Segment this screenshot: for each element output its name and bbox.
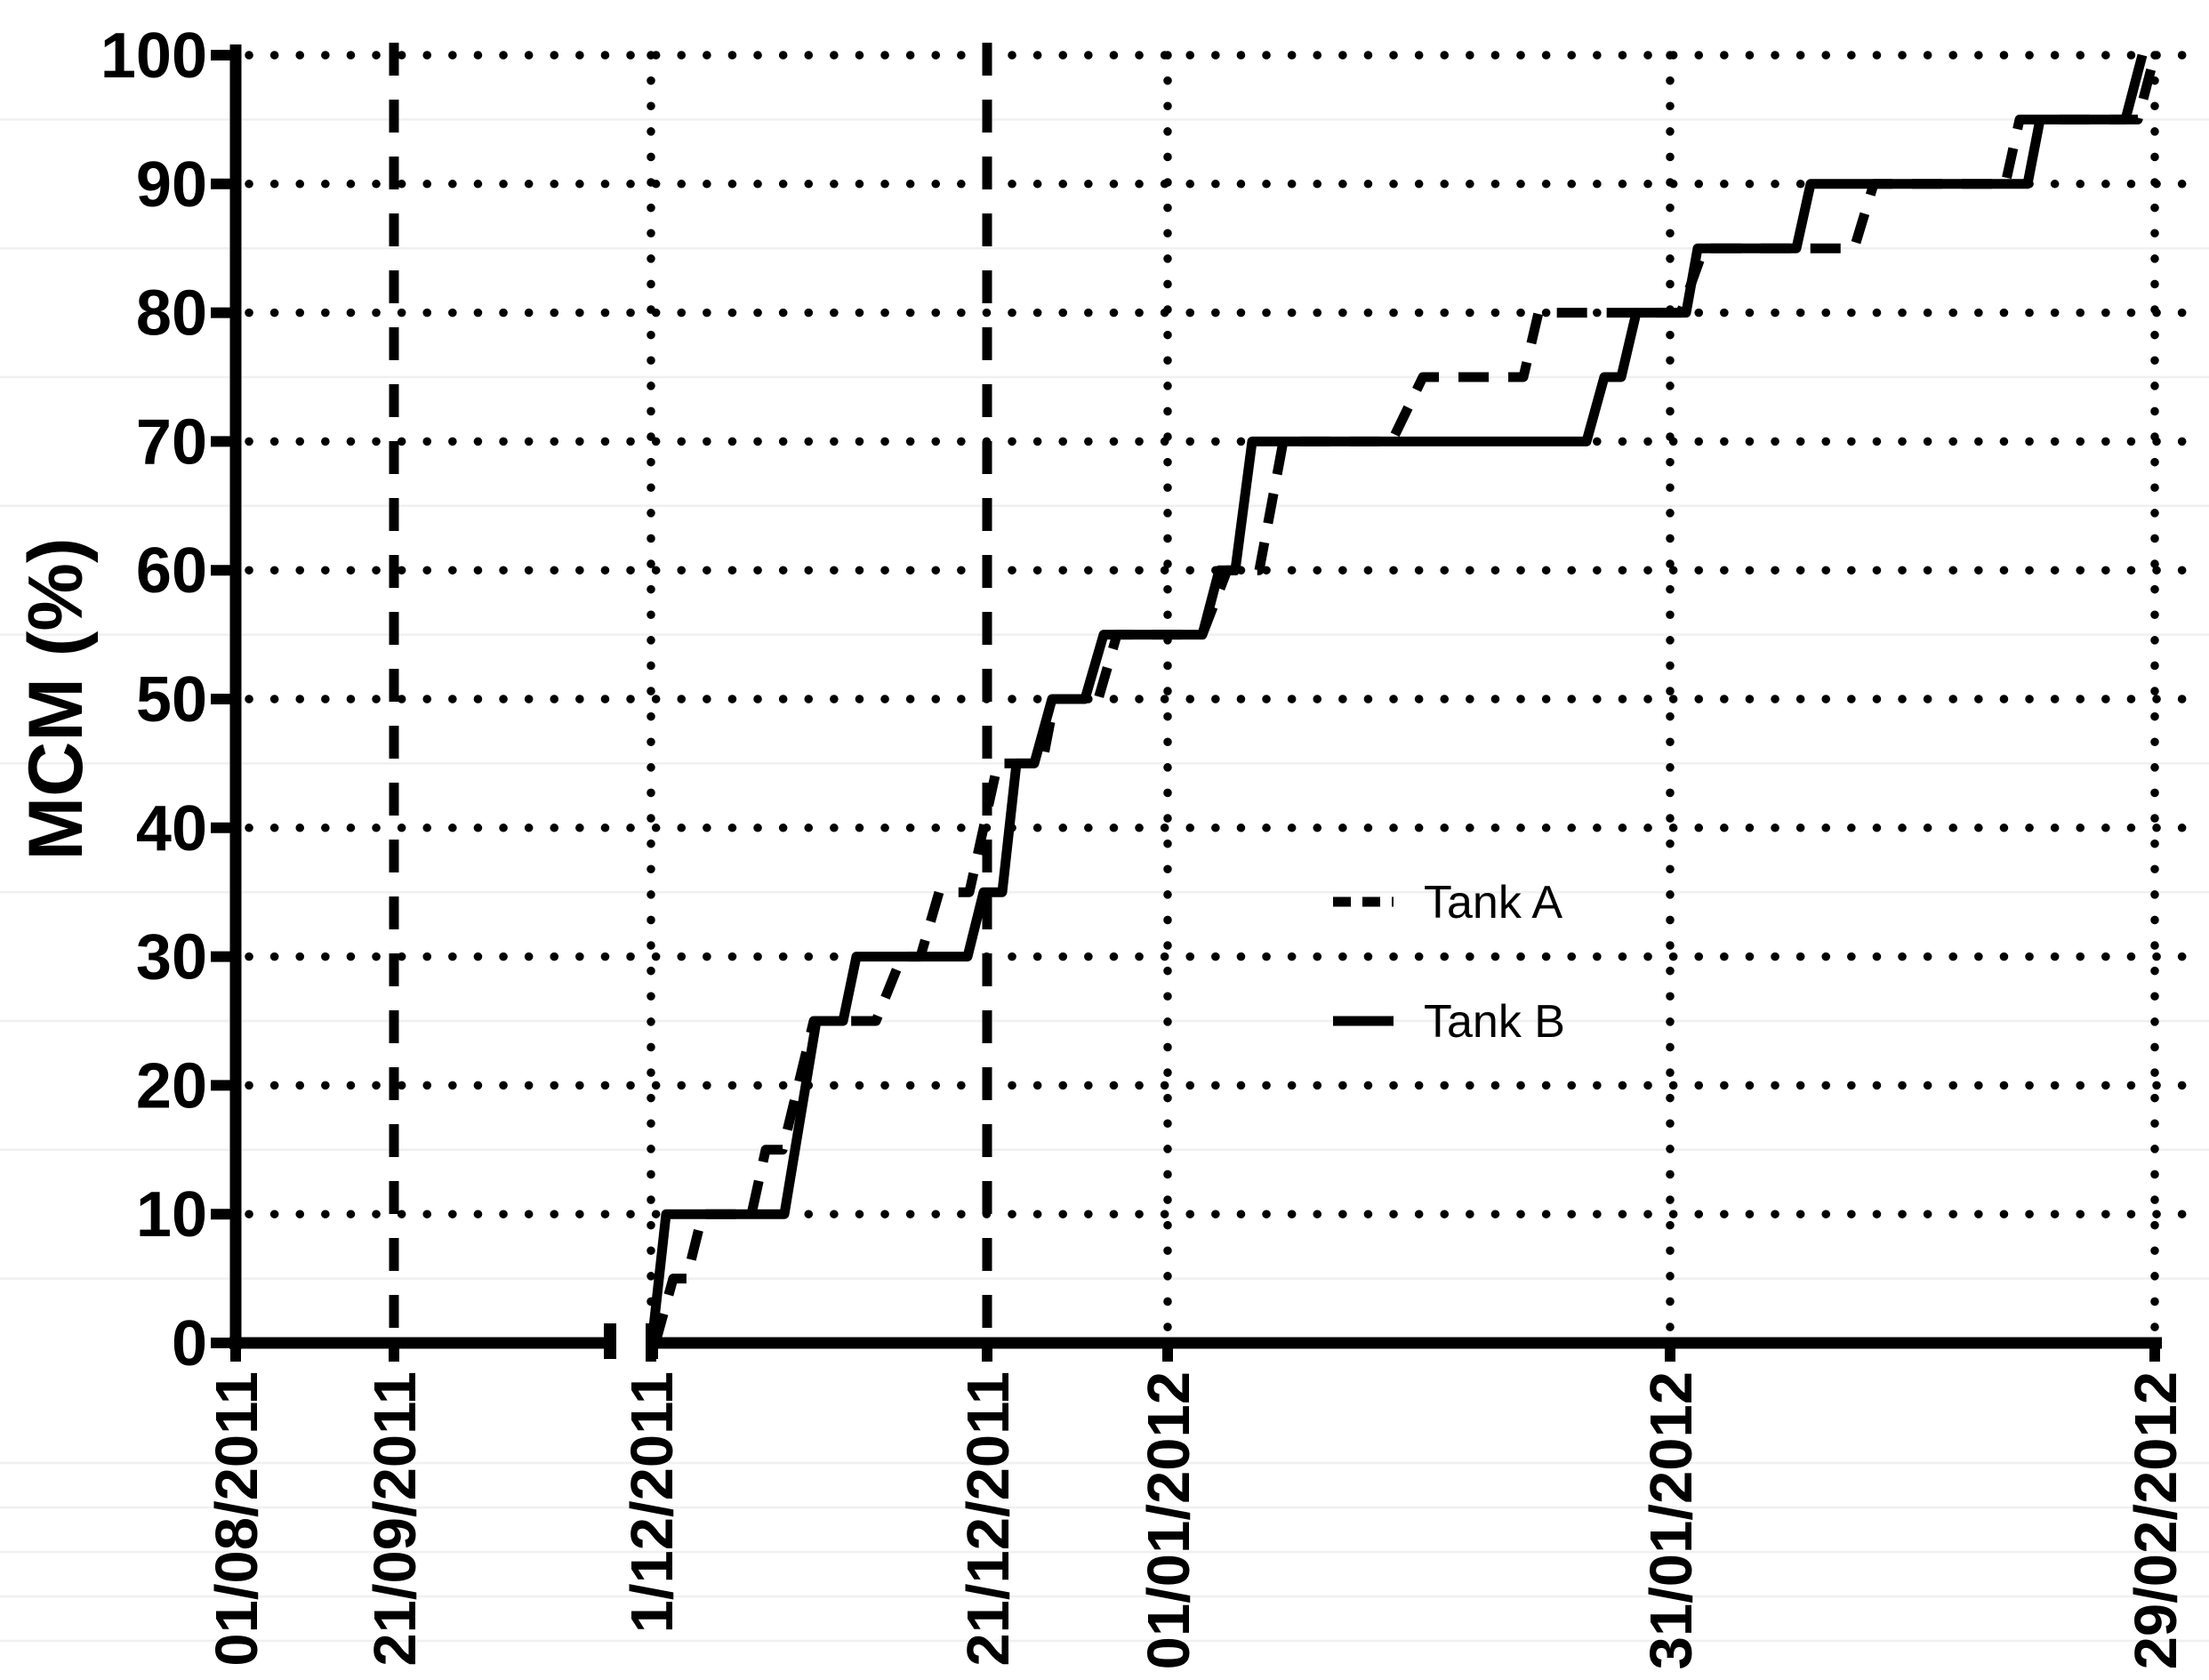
y-tick-label-10: 10 <box>136 1179 207 1250</box>
x-tick-label: 21/09/2011 <box>362 1371 429 1667</box>
y-tick-label-50: 50 <box>136 664 207 736</box>
series-line-tank-b <box>647 53 2148 1344</box>
x-tick-label: 31/01/2012 <box>1638 1371 1705 1669</box>
x-axis-break-cap <box>604 1323 616 1359</box>
x-tick-label: 01/08/2011 <box>204 1371 270 1667</box>
y-tick-label-80: 80 <box>136 278 207 350</box>
y-tick-label-100: 100 <box>100 20 207 92</box>
y-tick-label-30: 30 <box>136 922 207 993</box>
y-tick-label-20: 20 <box>136 1050 207 1121</box>
axis-ticks <box>211 50 2160 1362</box>
legend-tank-b-label: Tank B <box>1424 996 1565 1048</box>
x-tick-label: 1/12/2011 <box>619 1371 686 1633</box>
x-tick-label: 01/01/2012 <box>1136 1371 1202 1669</box>
x-tick-label: 29/02/2012 <box>2123 1371 2189 1669</box>
y-tick-label-90: 90 <box>136 149 207 221</box>
axis-tick-labels: 0 10 20 30 40 50 60 70 80 90 100 01/08/2011 21/09/20… <box>100 20 2189 1669</box>
y-tick-label-40: 40 <box>136 793 207 864</box>
y-tick-label-60: 60 <box>136 535 207 607</box>
y-tick-label-70: 70 <box>136 406 207 478</box>
vertical-gridlines <box>389 43 2159 1347</box>
minor-gridlines <box>0 118 2209 1643</box>
data-series <box>647 53 2160 1345</box>
legend: Tank A Tank B <box>1333 877 1565 1048</box>
y-tick-label-0: 0 <box>172 1308 207 1379</box>
axes <box>229 44 2162 1359</box>
legend-tank-a-label: Tank A <box>1424 877 1562 928</box>
x-tick-label: 21/12/2011 <box>955 1371 1022 1667</box>
y-axis-title: MCM (%) <box>13 537 99 860</box>
